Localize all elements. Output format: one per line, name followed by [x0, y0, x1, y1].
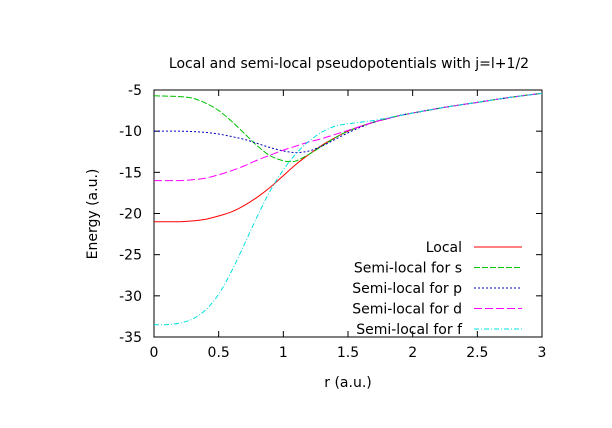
- legend-label: Local: [426, 240, 462, 256]
- legend: Local Semi-local for s Semi-local for p Sem…: [352, 240, 522, 338]
- x-tick-label: 0: [150, 345, 159, 361]
- y-tick-label: -10: [119, 124, 142, 140]
- y-tick-label: -5: [128, 83, 142, 99]
- x-tick-label: 0.5: [208, 345, 230, 361]
- x-tick-label: 2.5: [466, 345, 488, 361]
- chart-title: Local and semi-local pseudopotentials wi…: [169, 56, 529, 72]
- x-tick-label: 1.5: [337, 345, 359, 361]
- series-line-5: [153, 92, 543, 326]
- plot-frame: [153, 89, 543, 338]
- y-tick-label: -20: [119, 207, 142, 223]
- y-tick-label: -35: [119, 330, 142, 346]
- series-layer: [153, 92, 543, 326]
- x-tick-label: 1: [279, 345, 288, 361]
- y-axis-label: Energy (a.u.): [85, 169, 101, 260]
- legend-label: Semi-local for f: [356, 322, 463, 338]
- y-tick-label: -30: [119, 289, 142, 305]
- legend-label: Semi-local for d: [352, 302, 462, 318]
- x-axis-label: r (a.u.): [324, 375, 371, 391]
- series-line-1: [154, 92, 543, 223]
- series-line-3: [153, 92, 543, 154]
- legend-label: Semi-local for p: [352, 281, 462, 297]
- x-tick-label: 3: [538, 345, 547, 361]
- series-line-2: [153, 92, 543, 163]
- ticks-layer: 0 0.5 1 1.5 2 2.5 3 -35 -30 -25 -20 -15 -10 -5: [119, 83, 546, 361]
- x-tick-label: 2: [408, 345, 417, 361]
- legend-label: Semi-local for s: [354, 261, 462, 277]
- y-tick-label: -25: [119, 248, 142, 264]
- y-tick-label: -15: [119, 165, 142, 181]
